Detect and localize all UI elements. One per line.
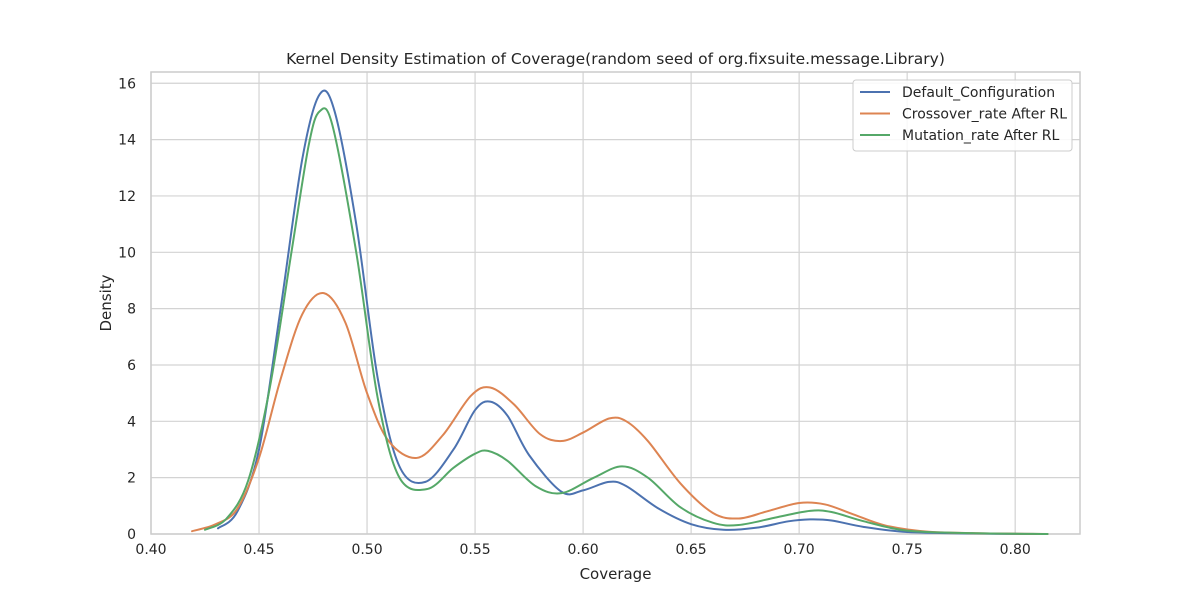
x-tick-label: 0.70 [784,542,815,558]
y-tick-label: 12 [118,189,136,205]
x-tick-label: 0.65 [676,542,707,558]
x-tick-label: 0.50 [351,542,382,558]
legend-label: Mutation_rate After RL [902,128,1060,144]
y-tick-labels: 0 2 4 6 8 10 12 14 16 [118,76,136,543]
y-axis-title: Density [97,274,115,331]
x-tick-label: 0.55 [459,542,490,558]
legend-label: Default_Configuration [902,85,1055,101]
x-tick-label: 0.60 [568,542,599,558]
x-tick-label: 0.45 [243,542,274,558]
series-line-mutation-rate-after-rl [205,108,1048,534]
y-tick-label: 14 [118,133,136,149]
x-tick-labels: 0.40 0.45 0.50 0.55 0.60 0.65 0.70 0.75 0.80 [135,542,1030,558]
legend-label: Crossover_rate After RL [902,107,1067,123]
y-tick-label: 4 [127,414,136,430]
x-tick-label: 0.40 [135,542,166,558]
y-tick-label: 16 [118,76,136,92]
x-axis-title: Coverage [580,565,652,583]
y-tick-label: 2 [127,471,136,487]
series-lines [192,91,1048,534]
series-line-crossover-rate-after-rl [192,293,1048,534]
y-tick-label: 6 [127,358,136,374]
chart-title: Kernel Density Estimation of Coverage(ra… [286,50,945,68]
y-tick-label: 10 [118,245,136,261]
x-tick-label: 0.75 [892,542,923,558]
y-tick-label: 0 [127,527,136,543]
y-tick-label: 8 [127,302,136,318]
legend: Default_Configuration Crossover_rate Afte… [853,80,1072,151]
x-tick-label: 0.80 [1000,542,1031,558]
